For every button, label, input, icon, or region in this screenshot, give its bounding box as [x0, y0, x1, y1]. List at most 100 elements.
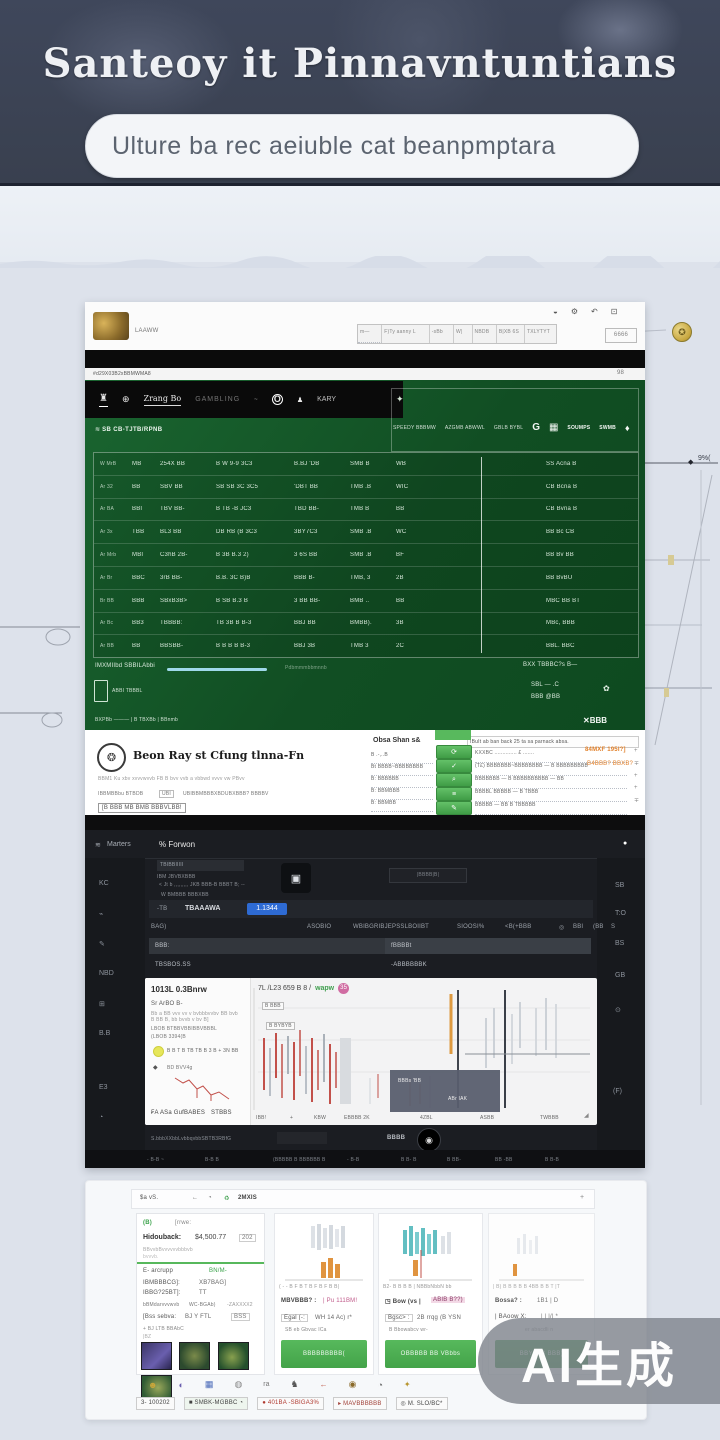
row-chip[interactable]: 202: [239, 1234, 256, 1242]
partner-label[interactable]: 3- 100202: [136, 1397, 175, 1410]
nav-segment[interactable]: NBDB: [473, 325, 497, 343]
grid-icon[interactable]: ▦: [204, 1379, 214, 1389]
rail-icon[interactable]: NBD: [99, 970, 114, 977]
rail-icon[interactable]: T:O: [615, 910, 626, 917]
chart-toolbar[interactable]: 7L /L23 659 B 8 / wapw 35: [258, 983, 350, 994]
rail-icon[interactable]: ⌁: [99, 911, 104, 918]
undo-icon[interactable]: ↶: [591, 307, 598, 316]
partner-label[interactable]: ■ SMBK-MGBBC ◔: [183, 1397, 249, 1410]
app-tile[interactable]: ▣: [281, 863, 311, 893]
rail-icon[interactable]: B.B: [99, 1030, 111, 1037]
site-logo[interactable]: [93, 312, 129, 340]
smiley-icon[interactable]: ☻: [148, 1379, 158, 1390]
thumbnail-image[interactable]: [217, 1342, 249, 1370]
edit-button[interactable]: ✎: [436, 801, 472, 815]
row-chip[interactable]: Bgsc> :: [385, 1314, 413, 1322]
refresh-button[interactable]: ⟳: [436, 745, 472, 759]
g-logo-icon[interactable]: G: [532, 422, 540, 433]
tab-forwon[interactable]: % Forwon: [159, 840, 196, 849]
confirm-button[interactable]: ✓: [436, 759, 472, 773]
top-dot-icon[interactable]: ●: [623, 840, 628, 847]
ring-icon[interactable]: O: [271, 394, 283, 405]
rail-icon[interactable]: GB: [615, 972, 626, 979]
list-item[interactable]: B .-,..B: [371, 752, 433, 764]
table-row[interactable]: Br BB BBB SBxB3B> B SB B.3 B 3 BB BB- BMB .. B…: [94, 590, 638, 613]
input-field-2[interactable]: fBBBBt: [385, 938, 591, 954]
faint-link[interactable]: GAMBLING: [195, 396, 241, 403]
moon-icon[interactable]: ◔: [377, 1379, 383, 1390]
table-row[interactable]: Ar 32 BB SBV BB SB SB 3C 3C5 'DBT BB TMB .B WI…: [94, 476, 638, 499]
spark-icon[interactable]: ✦: [403, 1380, 411, 1389]
castle-icon[interactable]: ♜: [99, 393, 108, 407]
search-button[interactable]: ⌕: [436, 773, 472, 787]
nav-segment[interactable]: F)Ty aanny L: [382, 325, 430, 343]
partner-label[interactable]: ◎ M. SLO/BC*: [395, 1397, 448, 1410]
footer-item[interactable]: B BB-: [447, 1157, 462, 1163]
footer-item[interactable]: B-B B: [205, 1157, 220, 1163]
panel-row-b[interactable]: UBI: [159, 790, 174, 798]
nav-segment[interactable]: -sBb: [430, 325, 455, 343]
rail-icon[interactable]: ✎: [99, 941, 105, 948]
globe-icon[interactable]: ⊕: [121, 394, 130, 404]
row-chip[interactable]: BSS: [231, 1313, 250, 1321]
thumbnail-image[interactable]: [179, 1342, 211, 1370]
menu-item[interactable]: AZGMB ABWWL: [444, 424, 485, 431]
col-icon[interactable]: BBI: [573, 924, 584, 930]
cta-button[interactable]: OBBBBB BB VBbbs: [385, 1340, 476, 1368]
medal-icon[interactable]: ◉: [348, 1379, 357, 1389]
arrow-icon[interactable]: ←: [319, 1380, 328, 1389]
menu-item[interactable]: SPEEDY BBBMW: [393, 424, 436, 431]
add-icon[interactable]: +: [580, 1194, 585, 1201]
list-item[interactable]: BBBBBBB — B BBBBBBBBBB — BB: [475, 776, 627, 789]
qr-icon[interactable]: ▦: [548, 422, 559, 433]
rail-icon[interactable]: ⊞: [99, 1001, 105, 1008]
rail-icon[interactable]: KC: [99, 880, 109, 887]
list-item[interactable]: (T£) BBBBBBB~BBBBBBBB — B BBBBBBBBB: [475, 763, 627, 776]
footer-item[interactable]: (BBBBB B BBBBBB B: [273, 1157, 326, 1163]
list-item[interactable]: B: BBMBBB: [371, 788, 433, 800]
toolbar-dropdown[interactable]: $a vS.: [140, 1195, 159, 1201]
footer-item[interactable]: - B-B: [347, 1157, 360, 1163]
input-field-1[interactable]: BBB:: [149, 938, 385, 954]
nav-segment[interactable]: B|XB 6S: [497, 325, 525, 343]
rail-icon[interactable]: BS: [615, 940, 625, 947]
sidebar-row1[interactable]: Sr ArBO B-: [151, 1001, 183, 1007]
menu-button[interactable]: ≡: [436, 787, 472, 801]
user-label[interactable]: KARY: [317, 396, 337, 403]
back-icon[interactable]: ←: [192, 1195, 199, 1201]
list-item[interactable]: B: BBMBB: [371, 800, 433, 812]
rail-icon[interactable]: ⊙: [615, 1007, 621, 1014]
list-item[interactable]: BBBBL BBBBB — B TBBB: [475, 789, 627, 802]
green-tab[interactable]: [435, 730, 471, 740]
sidebar-footer1[interactable]: ₣A ASa GufBABES: [151, 1110, 206, 1116]
sidebar-footer2[interactable]: STBBS: [211, 1110, 232, 1116]
table-row[interactable]: Ar 3x TBB BL3 BB DB RB (B 3C3 3BY7C3 SMB .B WC…: [94, 521, 638, 545]
partner-label[interactable]: ▸ MAVBBBBBB: [333, 1397, 387, 1410]
knight-icon[interactable]: ♞: [290, 1379, 299, 1389]
partner-label[interactable]: ● 401BA -SBIGA3%: [257, 1397, 325, 1410]
list-item[interactable]: Bt BBBB~BBBBBBBB: [371, 764, 433, 776]
search-input[interactable]: Ulture ba rec aeiuble cat beanpmptara: [85, 114, 639, 178]
cta-button[interactable]: BBBBBBBBB(: [281, 1340, 367, 1368]
user-icon[interactable]: ♟: [296, 396, 304, 404]
menu-item[interactable]: SWMB: [599, 424, 616, 431]
footer-item[interactable]: - B-B ~: [147, 1157, 165, 1163]
rail-icon[interactable]: (F): [613, 1088, 622, 1095]
menu-item[interactable]: GBLB BYBL: [493, 424, 524, 431]
footer-item[interactable]: B B- B: [401, 1157, 417, 1163]
thumbnail-image[interactable]: [141, 1342, 172, 1370]
chat-icon[interactable]: ◒: [553, 307, 558, 316]
menu-item[interactable]: SOUMPS: [567, 424, 591, 431]
orb-icon[interactable]: ◐: [178, 1379, 184, 1390]
table-row[interactable]: Ar BB BB BBSBB- B B B B B-3 BBJ 3B TMB 3 2C BBL…: [94, 635, 638, 657]
disc-icon[interactable]: ◍: [234, 1379, 243, 1389]
table-row[interactable]: W MrB MB 254X BB B W 9-9 3C3 B.BJ 'DB SMB B WB…: [94, 453, 638, 476]
list-item[interactable]: KXXBC .............. £ .......: [475, 750, 627, 763]
target-icon[interactable]: ◎: [559, 925, 565, 931]
action-circle-button[interactable]: ◉: [417, 1128, 441, 1152]
pair-row[interactable]: -TB TBAAAWA 1.1344: [149, 900, 593, 918]
col-icon[interactable]: (BB: [593, 924, 604, 930]
rail-icon[interactable]: E3: [99, 1084, 108, 1091]
chart-area[interactable]: 7L /L23 659 B 8 / wapw 35 B BBB B BYBYB …: [250, 978, 597, 1125]
nav-segment[interactable]: TXLYTYT: [527, 329, 550, 335]
